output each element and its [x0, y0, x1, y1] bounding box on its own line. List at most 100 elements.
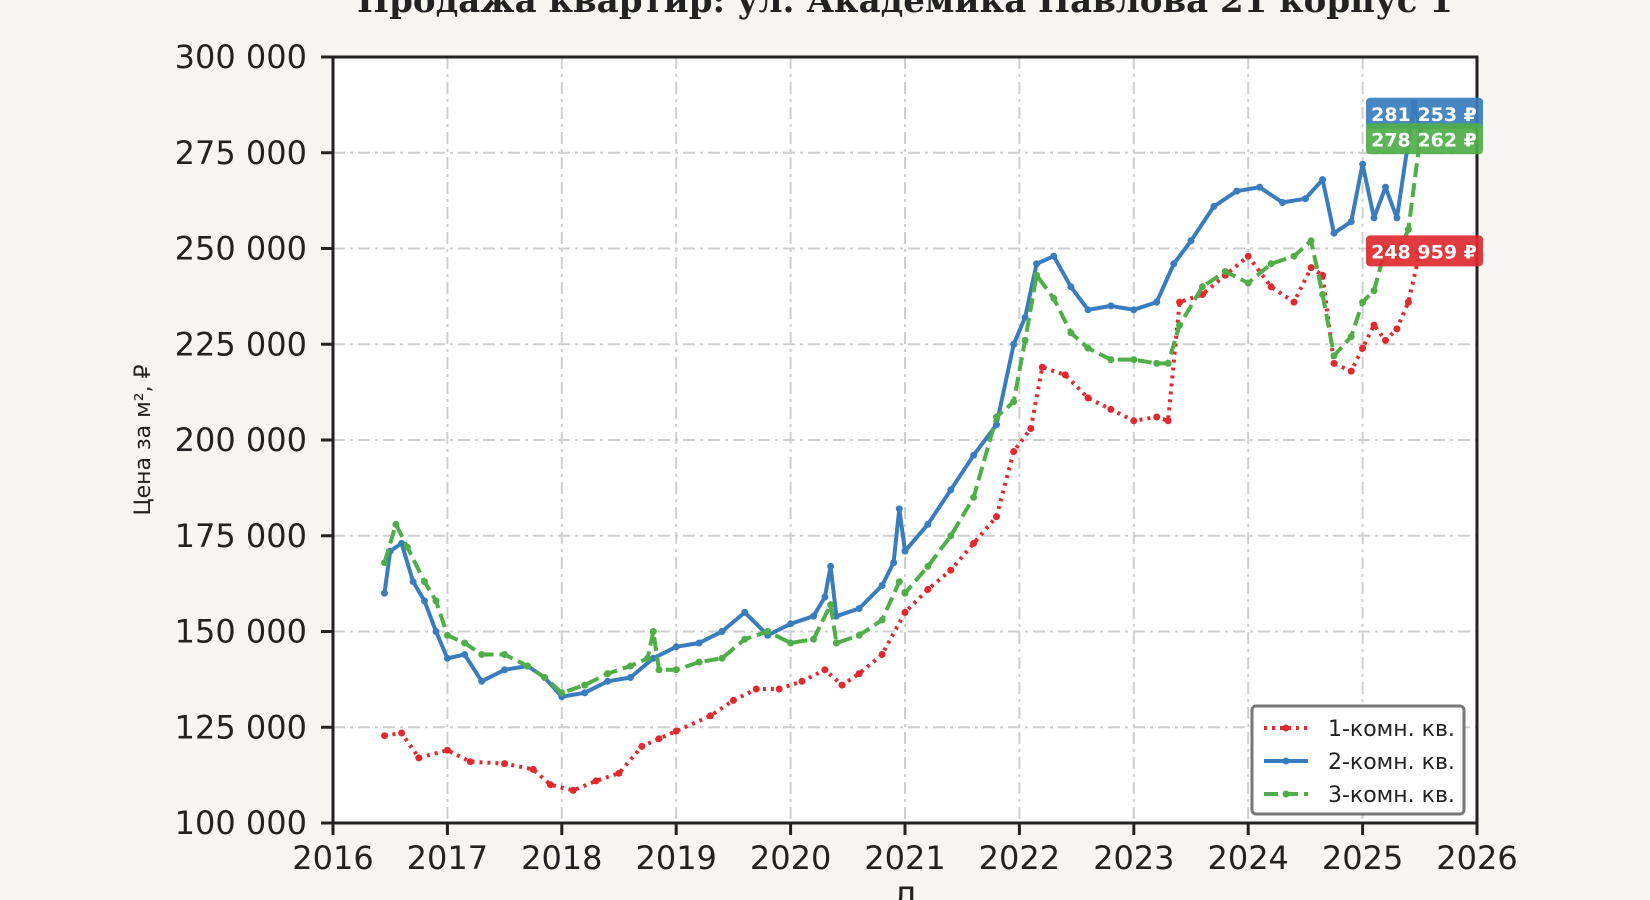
series-point-2 [1233, 187, 1241, 195]
y-tick-label: 150 000 [175, 613, 307, 651]
series-point-3 [644, 654, 652, 662]
series-point-2 [1359, 160, 1367, 168]
series-point-2 [432, 628, 440, 635]
series-point-2 [1084, 306, 1092, 314]
series-point-2 [947, 486, 955, 494]
series-point-3 [541, 674, 549, 681]
series-point-3 [1370, 287, 1378, 295]
series-point-3 [1084, 344, 1092, 352]
series-point-1 [775, 685, 783, 693]
series-point-2 [626, 674, 634, 681]
series-point-3 [1198, 283, 1206, 291]
axis-ticks: 2016 2017 2018 2019 2020 2021 2022 2023 2024 2025… [175, 38, 1518, 877]
series-point-3 [901, 589, 909, 597]
series-point-3 [1244, 279, 1252, 287]
series-point-3 [1307, 237, 1315, 245]
series-point-1 [1061, 371, 1069, 379]
y-tick-label: 200 000 [175, 421, 307, 459]
x-tick-label: 2016 [292, 839, 373, 877]
series-point-1 [855, 670, 863, 678]
series-point-3 [1153, 359, 1161, 367]
series-point-2 [1033, 260, 1041, 268]
series-point-3 [604, 670, 612, 678]
series-layer [381, 99, 1424, 794]
x-tick-label: 2020 [750, 839, 831, 877]
series-point-2 [1279, 199, 1286, 206]
series-point-2 [1382, 183, 1389, 191]
series-point-1 [1027, 425, 1035, 432]
series-point-1 [752, 685, 760, 693]
series-point-3 [1033, 271, 1041, 279]
series-point-1 [655, 735, 663, 743]
series-point-3 [895, 578, 903, 586]
series-point-3 [1319, 291, 1327, 298]
series-point-1 [501, 760, 509, 768]
end-label-text: 281 253 ₽ [1371, 104, 1477, 126]
series-point-3 [947, 532, 955, 540]
series-point-3 [855, 631, 863, 639]
end-label-badge [1366, 235, 1483, 267]
series-point-3 [993, 413, 1000, 421]
series-point-2 [1301, 195, 1309, 203]
y-tick-label: 250 000 [175, 230, 307, 268]
series-point-1 [1153, 413, 1161, 421]
series-point-3 [432, 597, 440, 605]
x-tick-label: 2019 [635, 839, 716, 877]
series-point-1 [1370, 321, 1378, 329]
series-point-3 [461, 639, 469, 647]
series-point-1 [1290, 298, 1298, 306]
series-point-2 [1330, 229, 1338, 237]
series-point-1 [443, 746, 451, 754]
series-point-3 [1067, 329, 1075, 337]
series-point-2 [443, 654, 451, 662]
chart-title: Продажа квартир: ул. Академика Павлова 2… [357, 0, 1453, 21]
series-point-2 [604, 677, 612, 685]
series-point-1 [707, 712, 714, 720]
legend-marker-1 [1282, 724, 1290, 732]
series-point-3 [1330, 352, 1338, 360]
legend-items: 1-комн. кв. 2-комн. кв. 3-комн. кв. [1264, 717, 1455, 808]
series-point-1 [798, 677, 806, 685]
series-point-1 [1267, 283, 1275, 291]
series-point-3 [970, 493, 978, 501]
end-labels: 281 253 ₽ 278 262 ₽ 248 959 ₽ [1366, 97, 1483, 267]
x-tick-label: 2018 [521, 839, 602, 877]
series-point-3 [1176, 321, 1184, 329]
series-point-3 [878, 616, 886, 624]
series-point-1 [1307, 264, 1315, 272]
series-point-3 [581, 681, 589, 689]
series-point-2 [695, 639, 703, 647]
x-axis-label: Д [893, 880, 918, 900]
series-point-3 [1164, 359, 1172, 367]
series-point-2 [878, 582, 886, 589]
legend-box [1250, 704, 1466, 816]
series-point-1 [1330, 359, 1338, 367]
series-point-3 [718, 654, 726, 662]
series-point-1 [1244, 252, 1252, 260]
series-point-3 [392, 520, 400, 528]
series-point-3 [832, 639, 840, 647]
series-point-1 [398, 729, 406, 737]
legend: 1-комн. кв. 2-комн. кв. 3-комн. кв. [1250, 704, 1466, 816]
series-point-2 [649, 654, 657, 662]
series-point-1 [672, 727, 680, 735]
series-point-1 [1010, 448, 1018, 455]
x-tick-label: 2026 [1436, 839, 1517, 877]
series-point-1 [1404, 298, 1412, 306]
series-point-1 [821, 666, 829, 674]
y-axis-label: Цена за м², ₽ [131, 364, 156, 515]
series-point-2 [890, 559, 898, 567]
series-point-2 [924, 520, 932, 528]
series-point-1 [924, 585, 932, 593]
series-point-3 [443, 631, 451, 639]
series-point-2 [398, 539, 406, 547]
series-point-1 [1176, 298, 1184, 306]
legend-label-2: 2-комн. кв. [1328, 750, 1455, 775]
series-point-2 [895, 505, 903, 513]
series-point-1 [466, 758, 474, 766]
series-point-1 [901, 608, 909, 616]
legend-marker-3 [1282, 790, 1290, 798]
series-point-2 [409, 578, 417, 586]
series-point-2 [1170, 260, 1178, 268]
series-point-2 [970, 451, 978, 459]
